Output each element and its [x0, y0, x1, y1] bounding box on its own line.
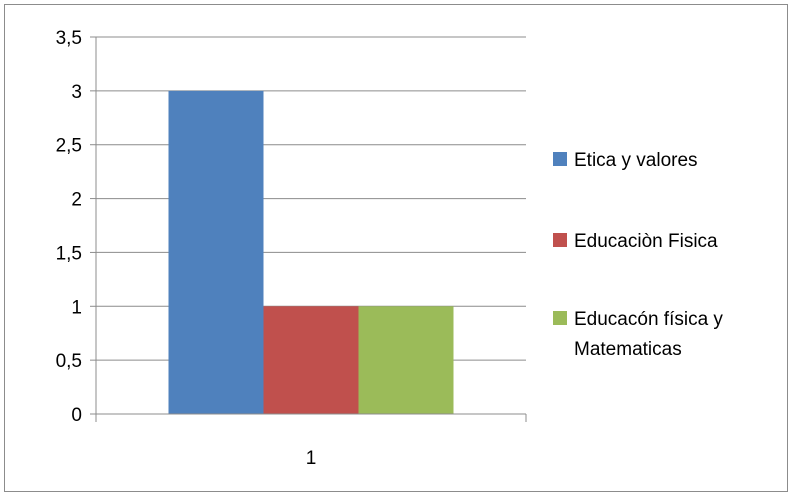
legend-swatch: [553, 233, 567, 247]
y-axis-ticks: 0 0,5 1 1,5 2 2,5 3 3,5: [56, 28, 82, 426]
x-tick-label: 1: [306, 448, 317, 469]
legend: Etica y valores Educaciòn Fisica Educacón …: [553, 150, 723, 360]
legend-label-line: Etica y valores: [574, 150, 698, 171]
legend-label-line: Educacón física y: [574, 309, 723, 330]
legend-swatch: [553, 311, 567, 325]
y-tick-label: 1: [71, 297, 82, 318]
y-tick-label: 2,5: [56, 136, 82, 157]
gridlines: [96, 36, 526, 361]
bar: [358, 306, 454, 414]
y-tick-label: 2: [71, 190, 82, 211]
y-tick-label: 3: [71, 82, 82, 103]
legend-label: Educaciòn Fisica: [574, 231, 718, 252]
legend-label-line: Matematicas: [574, 339, 682, 360]
y-tick-label: 3,5: [56, 28, 82, 49]
x-axis-labels: 1: [306, 448, 317, 469]
bar: [168, 90, 264, 414]
legend-swatch: [553, 152, 567, 166]
legend-label-line: Educaciòn Fisica: [574, 231, 718, 252]
legend-label: Educacón física y Matematicas: [574, 309, 723, 360]
bar: [263, 306, 359, 414]
bars: [168, 90, 454, 414]
legend-label: Etica y valores: [574, 150, 698, 171]
y-tick-label: 0: [71, 405, 82, 426]
y-tick-label: 1,5: [56, 243, 82, 264]
axes: [90, 36, 527, 422]
y-tick-label: 0,5: [56, 351, 82, 372]
